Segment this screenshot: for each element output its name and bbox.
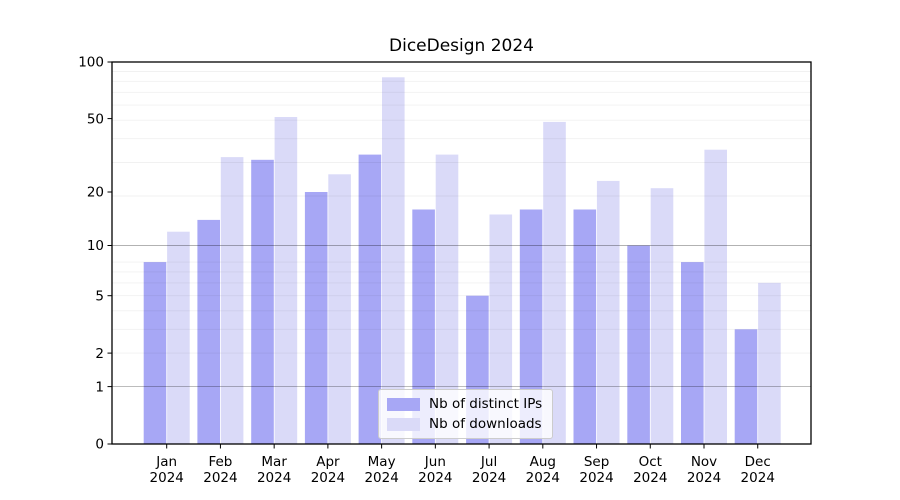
x-tick-label-year: 2024	[150, 470, 184, 486]
chart-title: DiceDesign 2024	[389, 36, 534, 56]
y-tick-label: 5	[95, 288, 104, 304]
legend: Nb of distinct IPs Nb of downloads	[378, 389, 554, 439]
legend-swatch-downloads	[387, 417, 420, 431]
x-tick-label-year: 2024	[526, 470, 560, 486]
plot-border	[111, 61, 812, 445]
y-axis: 0 1 2 5 10 20 50 100	[78, 55, 112, 453]
bar	[681, 262, 704, 444]
x-tick-label: Dec	[745, 454, 771, 470]
bar	[220, 157, 244, 444]
bar	[519, 209, 543, 444]
legend-label-distinct-ips: Nb of distinct IPs	[429, 396, 543, 412]
x-tick-label: Sep	[584, 454, 609, 470]
x-tick-label-year: 2024	[418, 470, 452, 486]
bar	[251, 159, 274, 445]
bar	[573, 209, 597, 444]
bar	[734, 329, 758, 444]
x-tick-label: Aug	[530, 454, 556, 470]
bar	[167, 231, 190, 444]
x-tick-label-year: 2024	[741, 470, 775, 486]
x-tick-label: Jun	[424, 454, 446, 470]
bar	[197, 219, 220, 444]
bar	[412, 209, 435, 444]
y-tick-label: 50	[87, 111, 104, 127]
bar	[596, 180, 620, 444]
x-tick-label-year: 2024	[203, 470, 237, 486]
x-tick-label-year: 2024	[311, 470, 345, 486]
y-tick-label: 100	[78, 55, 104, 71]
x-tick-label-year: 2024	[364, 470, 398, 486]
bar	[627, 245, 650, 444]
x-tick-label-year: 2024	[633, 470, 667, 486]
bar	[382, 77, 405, 445]
bars-downloads	[167, 77, 781, 445]
bar	[304, 192, 328, 444]
legend-swatch-distinct-ips	[387, 397, 420, 411]
x-tick-label: Apr	[316, 454, 340, 470]
x-tick-label-year: 2024	[257, 470, 291, 486]
bar	[143, 262, 167, 444]
bar	[758, 282, 781, 444]
gridlines	[112, 71, 811, 388]
bar	[543, 121, 566, 445]
y-tick-label: 10	[87, 238, 104, 254]
x-axis: Jan2024Feb2024Mar2024Apr2024May2024Jun20…	[150, 444, 775, 486]
x-tick-label: Mar	[261, 454, 287, 470]
x-tick-label-year: 2024	[472, 470, 506, 486]
bar	[489, 214, 513, 444]
x-tick-label: Jan	[155, 454, 177, 470]
y-tick-label: 0	[95, 437, 104, 453]
x-tick-label-year: 2024	[687, 470, 721, 486]
x-tick-label: Nov	[691, 454, 717, 470]
y-tick-label: 2	[95, 346, 104, 362]
y-tick-label: 1	[95, 379, 104, 395]
x-tick-label: Oct	[639, 454, 662, 470]
legend-row-distinct-ips: Nb of distinct IPs	[387, 397, 542, 411]
bar	[435, 154, 459, 444]
x-tick-label-year: 2024	[579, 470, 613, 486]
x-tick-label: Feb	[208, 454, 232, 470]
bar	[650, 188, 674, 444]
legend-label-downloads: Nb of downloads	[429, 416, 542, 432]
bar	[358, 154, 382, 444]
legend-row-downloads: Nb of downloads	[387, 417, 542, 431]
y-tick-label: 20	[87, 185, 104, 201]
bar	[274, 117, 298, 444]
x-tick-label: May	[368, 454, 396, 470]
x-tick-label: Jul	[480, 454, 497, 470]
bar	[704, 149, 727, 444]
bar	[328, 174, 351, 445]
